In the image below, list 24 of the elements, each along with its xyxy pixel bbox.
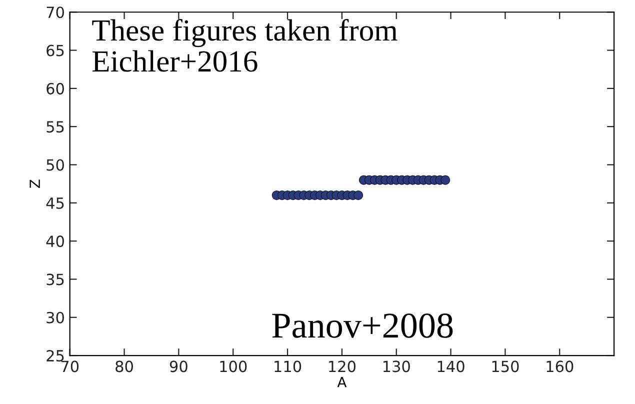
y-tick-label: 50 (46, 159, 64, 171)
y-axis-title: Z (30, 180, 40, 188)
y-tick-label: 25 (46, 350, 64, 362)
annotation: Panov+2008 (272, 314, 453, 338)
y-tick-label: 45 (46, 198, 64, 209)
x-tick-label: 130 (383, 360, 410, 372)
x-tick-label: 120 (329, 360, 356, 372)
x-tick-label: 140 (438, 360, 464, 372)
y-tick-label: 70 (46, 6, 64, 18)
x-tick-label: 160 (546, 360, 574, 372)
x-tick-label: 150 (492, 360, 519, 372)
x-tick-label: 90 (170, 360, 188, 372)
annotation: These figures taken from Eichler+2016 (92, 18, 398, 72)
x-axis-title: A (337, 376, 347, 388)
x-tick-label: 110 (274, 360, 302, 372)
y-tick-label: 35 (46, 274, 64, 286)
x-tick-label: 70 (61, 360, 79, 372)
y-tick-label: 55 (46, 121, 64, 133)
y-tick-label: 60 (46, 82, 64, 94)
y-tick-label: 65 (46, 44, 64, 56)
y-tick-label: 30 (46, 312, 64, 324)
x-tick-label: 100 (220, 360, 247, 372)
y-tick-label: 40 (46, 236, 64, 248)
x-tick-label: 80 (116, 360, 133, 372)
